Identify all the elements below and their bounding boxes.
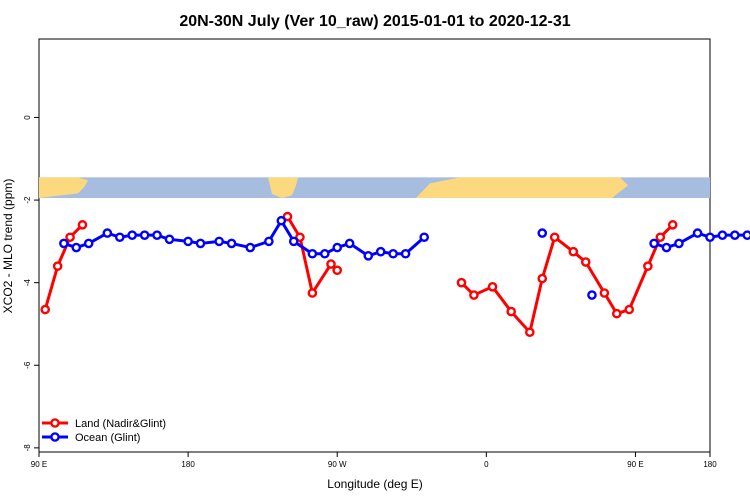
data-point bbox=[307, 248, 318, 259]
x-axis: 90 E 180 90 W 0 90 E 180 bbox=[31, 452, 717, 469]
x-tick-label: 90 W bbox=[328, 460, 347, 469]
data-point bbox=[599, 288, 610, 298]
map-land-1 bbox=[268, 177, 298, 199]
data-point bbox=[245, 242, 256, 253]
data-point bbox=[388, 248, 398, 259]
data-point bbox=[506, 306, 516, 317]
data-point bbox=[326, 259, 336, 269]
legend: Land (Nadir&Glint) Ocean (Glint) bbox=[42, 418, 166, 444]
x-tick-label: 180 bbox=[181, 460, 195, 469]
data-point bbox=[612, 308, 622, 319]
x-tick-label: 0 bbox=[484, 460, 489, 469]
data-point bbox=[624, 304, 635, 315]
x-tick-label: 180 bbox=[703, 460, 717, 469]
data-point bbox=[717, 230, 728, 240]
data-point bbox=[152, 230, 162, 240]
data-point bbox=[40, 304, 51, 315]
data-point bbox=[264, 236, 274, 247]
data-point bbox=[537, 228, 548, 238]
map-strip bbox=[39, 177, 710, 199]
map-land-3 bbox=[472, 189, 484, 199]
data-point bbox=[276, 215, 287, 226]
data-point bbox=[469, 290, 479, 300]
data-point bbox=[674, 238, 684, 249]
x-tick-label: 90 E bbox=[31, 460, 47, 469]
data-point bbox=[456, 277, 467, 288]
data-point bbox=[65, 232, 75, 243]
y-axis-label: XCO2 - MLO trend (ppm) bbox=[1, 179, 15, 314]
data-point bbox=[400, 248, 411, 259]
data-point bbox=[127, 230, 137, 240]
data-point bbox=[661, 242, 672, 253]
data-point bbox=[164, 234, 175, 245]
legend-ocean-label: Ocean (Glint) bbox=[75, 432, 140, 444]
y-tick-label: -8 bbox=[23, 444, 32, 452]
chart-title: 20N-30N July (Ver 10_raw) 2015-01-01 to … bbox=[179, 13, 570, 30]
data-point bbox=[742, 230, 750, 240]
data-point bbox=[525, 327, 535, 338]
data-point bbox=[102, 228, 113, 238]
series-layer bbox=[40, 211, 750, 338]
legend-land-label: Land (Nadir&Glint) bbox=[75, 418, 166, 430]
data-point bbox=[332, 265, 343, 276]
data-point bbox=[643, 261, 653, 271]
data-point bbox=[307, 288, 318, 298]
data-point bbox=[71, 242, 82, 253]
plot-frame bbox=[38, 38, 711, 453]
series-line bbox=[460, 223, 674, 334]
y-tick-label: -2 bbox=[23, 196, 32, 204]
data-point bbox=[649, 238, 659, 249]
data-point bbox=[419, 232, 430, 243]
data-point bbox=[568, 246, 579, 257]
data-point bbox=[319, 248, 330, 259]
x-axis-label: Longitude (deg E) bbox=[327, 477, 422, 491]
data-point bbox=[214, 236, 224, 247]
x-tick-label: 90 E bbox=[627, 460, 643, 469]
data-point bbox=[692, 228, 703, 238]
data-point bbox=[375, 246, 386, 257]
data-point bbox=[114, 232, 125, 243]
data-point bbox=[549, 232, 560, 243]
legend-ocean-marker bbox=[50, 432, 60, 442]
data-point bbox=[537, 273, 548, 284]
data-point bbox=[226, 238, 237, 249]
data-point bbox=[282, 211, 293, 222]
data-point bbox=[730, 230, 740, 240]
data-point bbox=[655, 232, 666, 243]
map-land-2 bbox=[416, 177, 628, 199]
data-point bbox=[77, 220, 88, 230]
map-land-0 bbox=[39, 177, 88, 199]
data-point bbox=[288, 236, 299, 247]
data-point bbox=[332, 242, 343, 253]
series-line bbox=[43, 223, 84, 310]
data-point bbox=[705, 232, 715, 243]
y-axis: 0 -2 -4 -6 -8 bbox=[23, 115, 39, 452]
y-tick-label: -4 bbox=[23, 279, 32, 287]
legend-land-marker bbox=[50, 418, 60, 428]
data-point bbox=[587, 290, 597, 300]
data-point bbox=[139, 230, 150, 240]
data-point bbox=[83, 238, 94, 249]
data-point bbox=[487, 281, 498, 292]
data-point bbox=[363, 251, 374, 261]
data-point bbox=[295, 232, 305, 243]
data-point bbox=[580, 257, 591, 267]
data-point bbox=[183, 236, 193, 247]
data-point bbox=[52, 261, 63, 271]
series-1 bbox=[59, 215, 750, 300]
data-point bbox=[344, 238, 355, 249]
data-point bbox=[667, 220, 678, 230]
data-point bbox=[195, 238, 206, 249]
data-point bbox=[59, 238, 69, 249]
y-tick-label: 0 bbox=[23, 115, 32, 120]
y-tick-label: -6 bbox=[23, 361, 32, 369]
series-0 bbox=[40, 211, 678, 338]
